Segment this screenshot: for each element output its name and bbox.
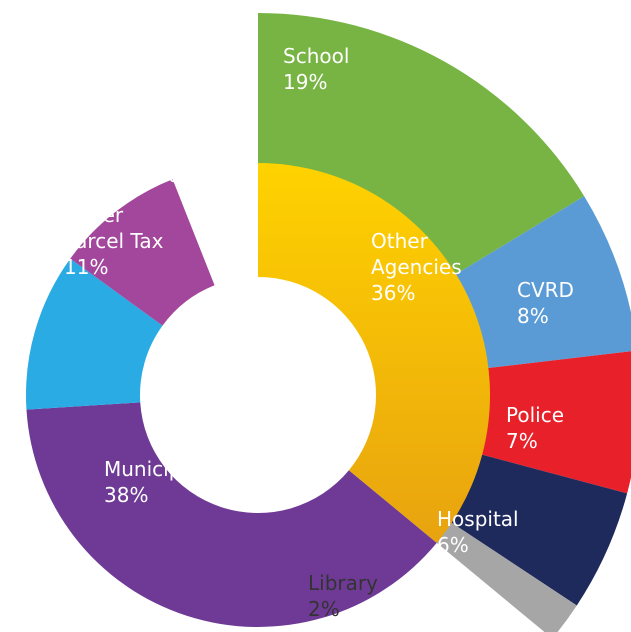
slice-label-cvrd: CVRD: [517, 278, 574, 302]
value-label-police: 7%: [506, 429, 538, 453]
value-label-other-agencies: 36%: [371, 281, 415, 305]
slice-hospital: [443, 452, 628, 606]
slice-label-other-agencies: Other: [371, 229, 429, 253]
slice-label-water-parcel-tax: Parcel Tax: [64, 229, 164, 253]
slice-label-police: Police: [506, 403, 564, 427]
slice-label-school: School: [283, 44, 349, 68]
slice-label-library: Library: [308, 571, 378, 595]
slice-label-municipal: Municipal: [104, 457, 199, 481]
slice-other-agencies: [258, 163, 490, 543]
value-label-hospital: 6%: [437, 533, 469, 557]
value-label-school: 19%: [283, 70, 327, 94]
value-label-cvrd: 8%: [517, 304, 549, 328]
slice-label-water-parcel-tax: Water: [64, 203, 124, 227]
slice-police: [472, 351, 631, 494]
value-label-library: 2%: [308, 597, 340, 621]
value-label-sewer-parcel-tax: 9%: [225, 189, 257, 213]
slice-cvrd: [447, 196, 631, 370]
slice-label-sewer-parcel-tax: Parcel Tax: [158, 163, 258, 187]
value-label-municipal: 38%: [104, 483, 148, 507]
slice-municipal: [26, 402, 437, 627]
slice-school: [258, 13, 585, 280]
slice-sewer-parcel-tax: [70, 179, 215, 326]
slice-label-sewer-parcel-tax: Sewer: [195, 137, 258, 161]
value-label-water-parcel-tax: 11%: [64, 255, 108, 279]
slice-label-hospital: Hospital: [437, 507, 519, 531]
slice-library: [429, 517, 577, 632]
slice-water-parcel-tax: [26, 258, 163, 410]
slice-label-other-agencies: Agencies: [371, 255, 462, 279]
